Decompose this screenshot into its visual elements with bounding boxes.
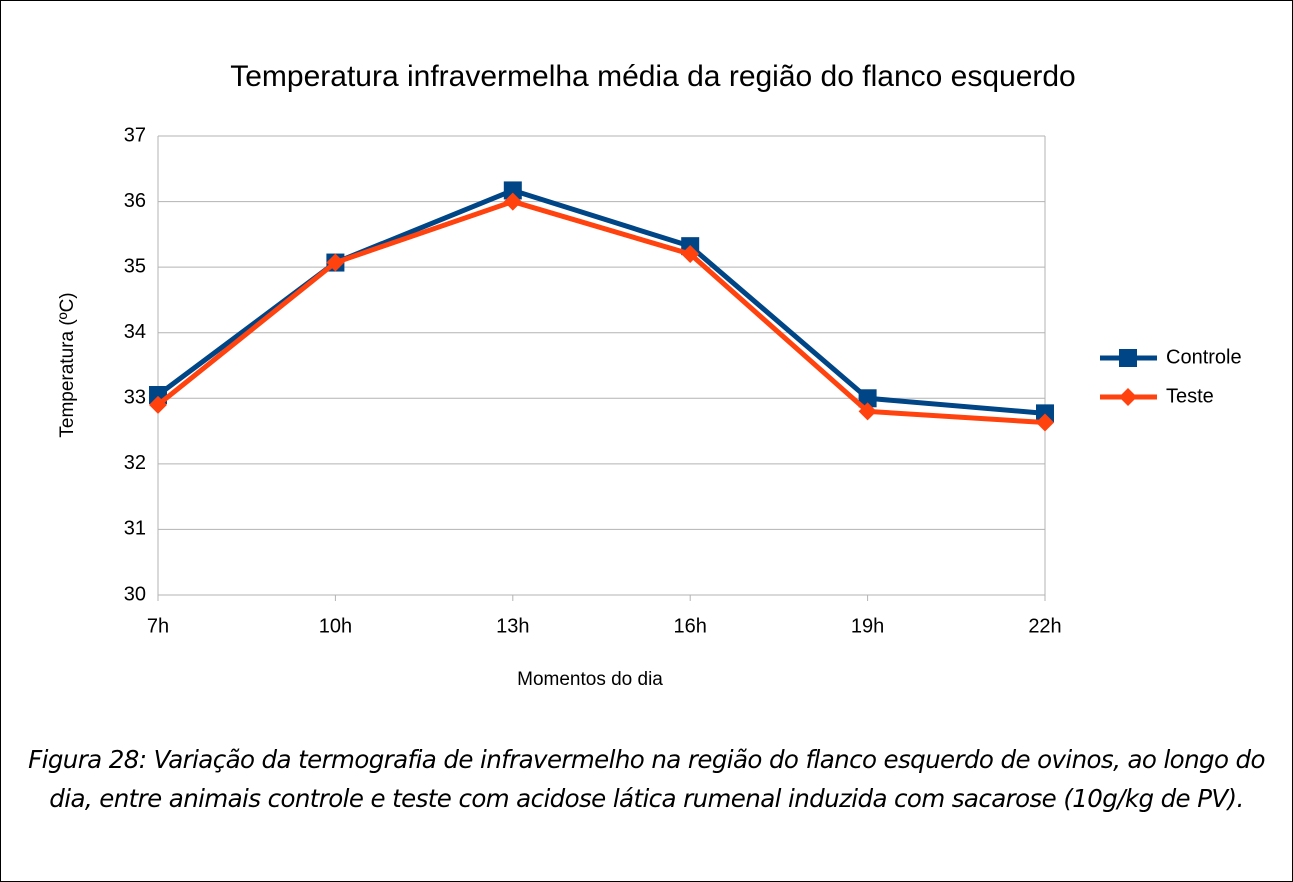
- data-point: [1036, 404, 1054, 423]
- y-tick-label: 33: [124, 387, 146, 409]
- legend-marker: [1119, 349, 1137, 367]
- y-axis-title: Temperatura (ºC): [57, 292, 78, 437]
- x-tick-label: 13h: [496, 615, 529, 637]
- data-point: [858, 389, 877, 408]
- data-point: [858, 402, 877, 421]
- data-point: [503, 192, 522, 211]
- caption: Figura 28: Variação da termografia de in…: [28, 745, 1265, 813]
- y-tick-label: 35: [124, 255, 146, 277]
- legend-marker: [1119, 388, 1137, 406]
- data-point: [1036, 413, 1054, 432]
- legend-label: Controle: [1166, 346, 1242, 368]
- x-tick-label: 19h: [851, 615, 884, 637]
- y-tick-label: 37: [124, 124, 146, 146]
- x-tick-label: 16h: [674, 615, 707, 637]
- data-point: [149, 395, 167, 414]
- data-point: [681, 245, 700, 264]
- legend-label: Teste: [1166, 385, 1214, 407]
- y-tick-label: 34: [124, 321, 146, 343]
- series-line: [156, 187, 1046, 416]
- y-tick-label: 30: [124, 583, 146, 605]
- x-tick-label: 7h: [147, 615, 169, 637]
- y-tick-label: 36: [124, 190, 146, 212]
- x-tick-label: 22h: [1028, 615, 1061, 637]
- data-point: [503, 181, 522, 200]
- x-tick-label: 10h: [319, 615, 352, 637]
- x-axis-title: Momentos do dia: [517, 669, 663, 690]
- y-tick-label: 31: [124, 518, 146, 540]
- y-tick-label: 32: [124, 452, 146, 474]
- data-point: [326, 253, 345, 272]
- chart: Temperatura infravermelha média da regiã…: [57, 60, 1242, 690]
- series-line: [156, 199, 1046, 426]
- chart-title: Temperatura infravermelha média da regiã…: [230, 60, 1076, 93]
